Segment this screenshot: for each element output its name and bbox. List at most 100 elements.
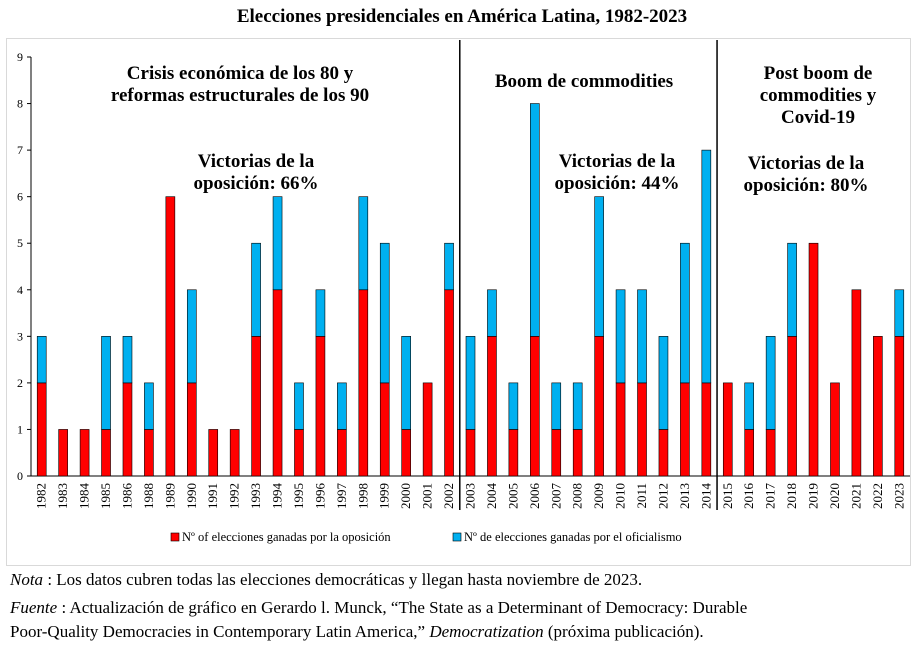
note-line: Nota : Los datos cubren todas las elecci…: [10, 569, 642, 591]
source-line-2: Poor-Quality Democracies in Contemporary…: [10, 621, 704, 643]
x-tick-label-1983: 1983: [55, 483, 70, 509]
legend-label-opposition: Nº of elecciones ganadas por la oposició…: [182, 530, 391, 544]
x-tick-label-1984: 1984: [77, 483, 92, 510]
bar-opposition-2002: [444, 289, 454, 477]
bar-opposition-2013: [680, 382, 690, 477]
bar-opposition-1991: [208, 429, 219, 477]
x-tick-label-1994: 1994: [270, 483, 285, 510]
bar-officialism-2009: [594, 196, 604, 337]
x-tick-label-2017: 2017: [763, 483, 778, 510]
x-tick-label-2006: 2006: [527, 483, 542, 510]
bar-opposition-1990: [186, 382, 197, 477]
y-tick-label: 2: [17, 376, 23, 390]
x-tick-label-1989: 1989: [162, 483, 177, 509]
x-tick-label-2005: 2005: [505, 483, 520, 509]
bar-opposition-1993: [251, 336, 261, 477]
annotation-share-3-line: oposición: 80%: [743, 175, 868, 196]
legend-swatch-opposition: [170, 532, 180, 542]
bar-opposition-2018: [787, 336, 797, 477]
bar-officialism-2013: [680, 242, 690, 384]
source-journal: Democratization: [429, 622, 544, 641]
source-text-1: : Actualización de gráfico en Gerardo l.…: [57, 598, 748, 617]
bar-opposition-1996: [315, 336, 326, 477]
bar-opposition-2004: [487, 336, 497, 477]
bar-opposition-2014: [701, 382, 712, 477]
note-text: : Los datos cubren todas las elecciones …: [43, 570, 643, 589]
annotation-period-3-line: Post boom de: [764, 63, 873, 84]
bar-opposition-2012: [658, 429, 669, 477]
annotation-period-3-line: Covid-19: [781, 107, 855, 128]
bar-opposition-2015: [722, 382, 733, 477]
bar-opposition-2022: [873, 336, 883, 477]
x-tick-label-2021: 2021: [848, 483, 863, 509]
bar-officialism-1986: [122, 336, 133, 384]
y-tick-label: 3: [17, 329, 23, 343]
bar-opposition-1986: [122, 382, 133, 477]
annotation-share-3: Victorias de la oposición: 80%: [743, 153, 868, 196]
annotation-share-2: Victorias de la oposición: 44%: [554, 151, 679, 194]
bar-officialism-1997: [337, 382, 347, 430]
x-tick-label-2018: 2018: [784, 483, 799, 509]
x-tick-label-2014: 2014: [698, 483, 713, 510]
annotation-share-3-line: Victorias de la: [748, 153, 865, 174]
bar-officialism-1996: [315, 289, 326, 337]
bar-opposition-2001: [422, 382, 433, 477]
bar-officialism-1990: [186, 289, 197, 384]
bar-officialism-2016: [744, 382, 755, 430]
x-tick-label-2009: 2009: [591, 483, 606, 509]
bar-officialism-2018: [787, 242, 797, 337]
stacked-bar-chart: 0 1 2 3 4 5 6 7 8 9 1982 1983 1984 1985 1986 1988 1989 19…: [17, 40, 910, 544]
annotation-share-1-line: oposición: 66%: [193, 173, 318, 194]
bar-opposition-2006: [530, 336, 540, 477]
x-tick-label-2015: 2015: [720, 483, 735, 509]
y-tick-label: 7: [17, 143, 23, 157]
source-text-2b: (próxima publicación).: [543, 622, 704, 641]
bar-officialism-1994: [272, 196, 283, 291]
chart-title: Elecciones presidenciales en América Lat…: [236, 6, 688, 27]
bar-officialism-2002: [444, 242, 454, 291]
x-tick-label-1995: 1995: [291, 483, 306, 509]
bar-officialism-2012: [658, 336, 669, 430]
bar-officialism-2006: [530, 103, 540, 337]
annotation-period-3: Post boom de commodities y Covid-19: [760, 63, 877, 128]
bar-opposition-1998: [358, 289, 369, 477]
y-tick-label: 9: [17, 50, 23, 64]
x-tick-label-1991: 1991: [205, 483, 220, 509]
bar-officialism-2005: [508, 382, 519, 430]
bar-opposition-2017: [765, 429, 776, 477]
x-tick-label-2010: 2010: [613, 483, 628, 509]
annotation-share-1: Victorias de la oposición: 66%: [193, 151, 318, 194]
y-tick-label: 0: [17, 469, 23, 483]
x-tick-label-1988: 1988: [141, 483, 156, 509]
bar-officialism-2010: [615, 289, 626, 384]
x-tick-label-2007: 2007: [548, 483, 563, 510]
bar-opposition-1988: [144, 429, 154, 477]
bar-officialism-2017: [765, 336, 776, 430]
annotation-period-2: Boom de commodities: [495, 71, 673, 92]
bar-opposition-1997: [337, 429, 347, 477]
bar-opposition-2003: [465, 429, 476, 477]
x-tick-label-2002: 2002: [441, 483, 456, 509]
annotation-share-2-line: Victorias de la: [559, 151, 676, 172]
note-label: Nota: [10, 570, 44, 589]
bar-opposition-1994: [272, 289, 283, 477]
bar-officialism-2003: [465, 336, 476, 430]
bar-opposition-2019: [808, 242, 819, 477]
bar-opposition-1989: [165, 196, 176, 477]
x-tick-label-2004: 2004: [484, 483, 499, 510]
legend-swatch-officialism: [452, 532, 462, 542]
x-tick-label-1985: 1985: [98, 483, 113, 509]
x-tick-label-2003: 2003: [463, 483, 478, 509]
x-tick-label-2022: 2022: [870, 483, 885, 509]
bar-opposition-2023: [894, 336, 905, 477]
bar-opposition-1985: [101, 429, 111, 477]
bar-opposition-2009: [594, 336, 604, 477]
bar-officialism-1998: [358, 196, 369, 291]
bar-officialism-1995: [294, 382, 304, 430]
bar-opposition-2000: [401, 429, 411, 477]
bar-opposition-1995: [294, 429, 304, 477]
bar-opposition-1982: [36, 382, 47, 477]
source-text-2a: Poor-Quality Democracies in Contemporary…: [10, 622, 430, 641]
bar-opposition-2010: [615, 382, 626, 477]
x-tick-label-2016: 2016: [741, 483, 756, 510]
